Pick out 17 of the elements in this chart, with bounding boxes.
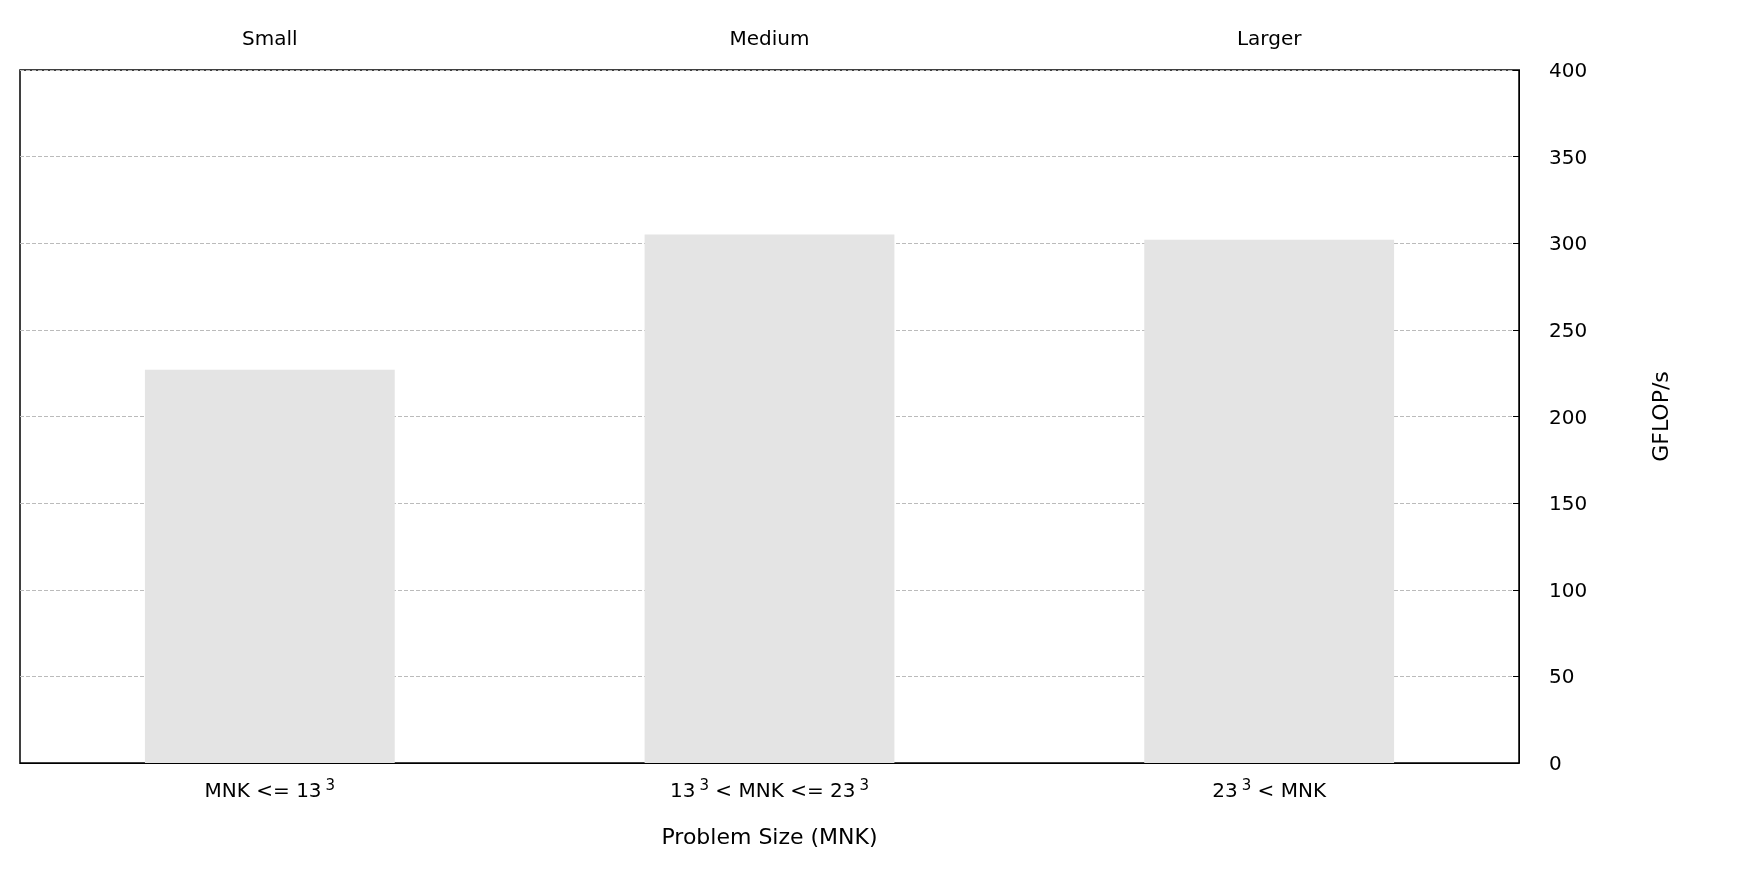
y-tick-label: 150 bbox=[1549, 491, 1588, 516]
y-tick-label: 100 bbox=[1549, 577, 1588, 602]
y-axis-title: GFLOP/s bbox=[1647, 371, 1673, 462]
y-tick-label: 200 bbox=[1549, 404, 1588, 429]
y-tick-label: 50 bbox=[1549, 664, 1575, 689]
y-tick-label: 300 bbox=[1549, 231, 1588, 256]
y-tick-label: 0 bbox=[1549, 751, 1562, 775]
bar bbox=[644, 234, 895, 763]
text: Small bbox=[242, 26, 298, 50]
text: Larger bbox=[1236, 26, 1303, 50]
bar bbox=[1144, 239, 1395, 763]
y-tick-label: 350 bbox=[1549, 144, 1588, 169]
x-axis-title: Problem Size (MNK) bbox=[661, 823, 878, 849]
bar bbox=[144, 369, 395, 763]
y-tick-label: 400 bbox=[1549, 58, 1588, 82]
text: Medium bbox=[729, 26, 810, 50]
y-tick-label: 250 bbox=[1549, 317, 1588, 342]
